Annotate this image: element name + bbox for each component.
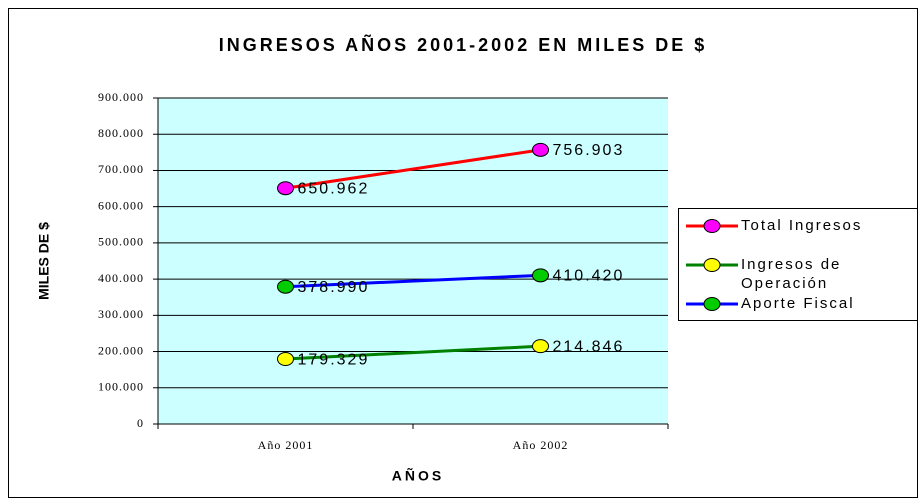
series-line [285, 344, 541, 361]
plot-area [158, 98, 668, 424]
y-axis-title: MILES DE $ [36, 222, 52, 300]
legend-item: Total Ingresos [741, 217, 863, 234]
legend-marker [703, 297, 721, 311]
data-label: 650.962 [298, 180, 370, 197]
legend-label: Total Ingresos [741, 217, 863, 234]
y-tick-label: 300.000 [98, 307, 144, 321]
y-tick-label: 900.000 [98, 90, 144, 104]
marker [532, 268, 549, 283]
series-line [285, 148, 541, 190]
legend-label: Aporte Fiscal [741, 295, 855, 312]
legend-item: Aporte Fiscal [741, 295, 855, 312]
y-tick-label: 100.000 [98, 380, 144, 394]
y-tick-label: 400.000 [98, 271, 144, 285]
marker [532, 339, 549, 354]
data-label: 179.329 [298, 351, 370, 368]
y-tick-label: 500.000 [98, 235, 144, 249]
chart-title: INGRESOS AÑOS 2001-2002 EN MILES DE $ [219, 34, 707, 55]
data-label: 378.990 [298, 279, 370, 296]
legend-marker [703, 258, 721, 272]
data-label: 410.420 [553, 268, 625, 285]
marker [277, 181, 294, 196]
y-tick-label: 800.000 [98, 126, 144, 140]
y-tick-label: 0 [137, 416, 144, 430]
y-tick-label: 600.000 [98, 198, 144, 212]
marker [532, 142, 549, 157]
marker [277, 352, 294, 367]
data-label: 214.846 [553, 338, 625, 355]
y-tick-label: 700.000 [98, 162, 144, 176]
legend-marker [703, 219, 721, 233]
x-axis-title: AÑOS [392, 467, 444, 484]
data-label: 756.903 [553, 142, 625, 159]
marker [277, 279, 294, 294]
x-tick-label: Año 2002 [513, 438, 569, 452]
legend-item: Ingresos de Operación [741, 256, 842, 292]
legend-label: Ingresos de Operación [741, 256, 842, 292]
x-tick-label: Año 2001 [258, 438, 314, 452]
series-line [285, 273, 541, 289]
y-tick-label: 200.000 [98, 343, 144, 357]
